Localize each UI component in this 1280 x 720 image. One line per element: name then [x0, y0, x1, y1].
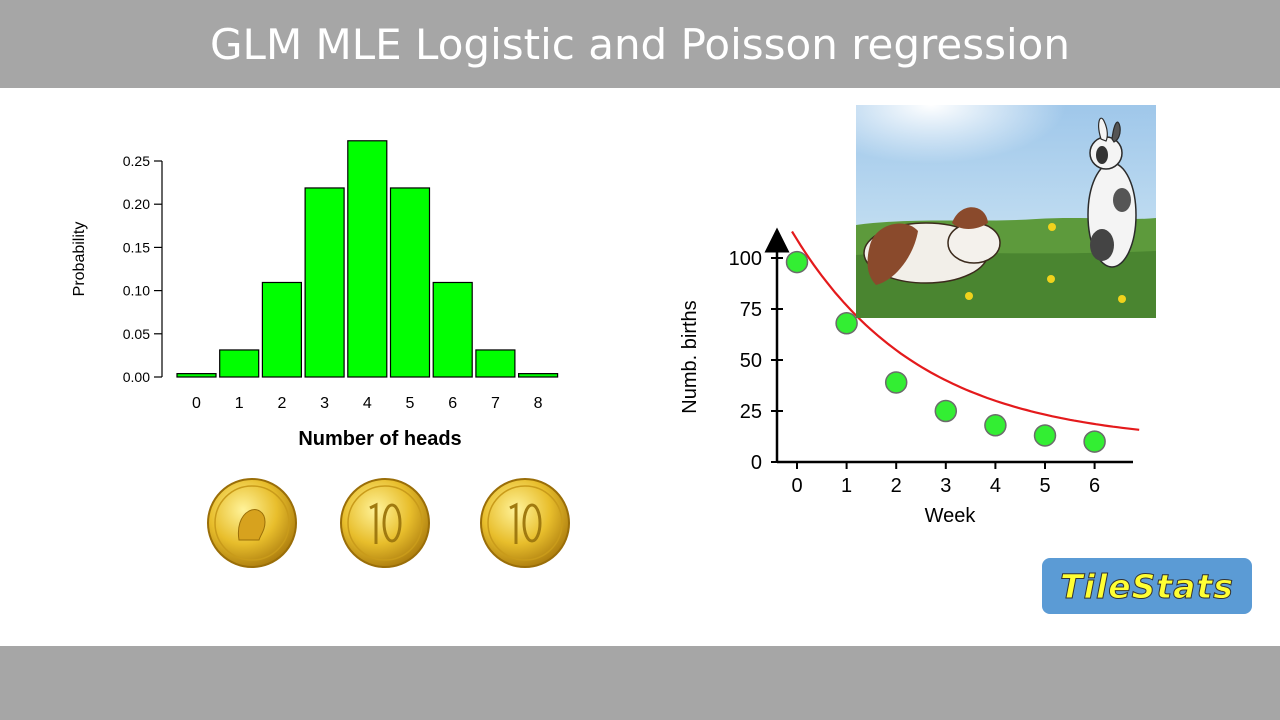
bar-chart-y-tick-label: 0.00 [123, 369, 150, 385]
coin-icon [207, 478, 297, 568]
data-point [884, 371, 908, 394]
scatter-y-tick-label: 100 [729, 248, 762, 270]
bar-chart-x-tick-label: 5 [406, 395, 415, 412]
bar-chart-x-tick-label: 7 [491, 395, 500, 412]
bar [347, 140, 388, 378]
scatter-y-tick-label: 0 [751, 452, 762, 474]
data-point [785, 250, 809, 274]
bar [176, 373, 217, 378]
scatter-y-tick-label: 50 [740, 350, 762, 372]
bar-chart-y-tick-label: 0.25 [123, 153, 150, 169]
scatter-x-tick-label: 6 [1089, 475, 1100, 497]
rabbits-illustration [856, 105, 1156, 318]
data-point [984, 414, 1007, 437]
scatter-ylabel: Numb. births [679, 300, 701, 413]
scatter-x-tick-label: 1 [841, 475, 852, 497]
bar [517, 373, 559, 378]
bar-chart-x-tick-label: 0 [192, 395, 201, 412]
data-point [1083, 430, 1106, 453]
bar-chart-xlabel: Number of heads [298, 428, 461, 450]
data-point [1033, 424, 1057, 447]
bar-chart-x-tick-label: 2 [277, 395, 286, 412]
bar [475, 349, 516, 378]
bar [432, 281, 473, 378]
bar-chart-y-tick-label: 0.05 [123, 326, 150, 342]
bar [389, 187, 431, 378]
scatter-x-tick-label: 4 [990, 475, 1001, 497]
bar-chart-x-tick-label: 3 [320, 395, 329, 412]
data-point [934, 399, 958, 423]
bar-chart-x-tick-label: 1 [235, 395, 244, 412]
bar [261, 281, 302, 378]
scatter-x-tick-label: 5 [1039, 475, 1050, 497]
scatter-x-tick-label: 3 [940, 475, 951, 497]
scatter-x-tick-label: 2 [891, 475, 902, 497]
slide-title: GLM MLE Logistic and Poisson regression [210, 19, 1070, 69]
logo-text: TileStats [1060, 566, 1234, 606]
scatter-y-tick-label: 75 [740, 299, 762, 321]
scatter-x-tick-label: 0 [791, 475, 802, 497]
scatter-xlabel: Week [925, 505, 977, 527]
coin-icon [480, 478, 570, 568]
bar-chart-y-tick-label: 0.10 [123, 283, 150, 299]
title-bar: GLM MLE Logistic and Poisson regression [0, 0, 1280, 88]
bar-chart-x-tick-label: 8 [534, 395, 543, 412]
bar [304, 187, 345, 378]
footer-bar [0, 646, 1280, 720]
bar [219, 349, 260, 378]
bar-chart-y-tick-label: 0.20 [123, 196, 150, 212]
bar-chart-y-tick-label: 0.15 [123, 239, 150, 255]
bar-chart-x-tick-label: 4 [363, 395, 372, 412]
data-point [835, 312, 858, 335]
tilestats-logo: TileStats [1042, 558, 1252, 614]
scatter-y-tick-label: 25 [740, 401, 762, 423]
coin-icon [340, 478, 430, 568]
bar-chart-ylabel: Probability [71, 222, 88, 297]
bar-chart-x-tick-label: 6 [448, 395, 457, 412]
